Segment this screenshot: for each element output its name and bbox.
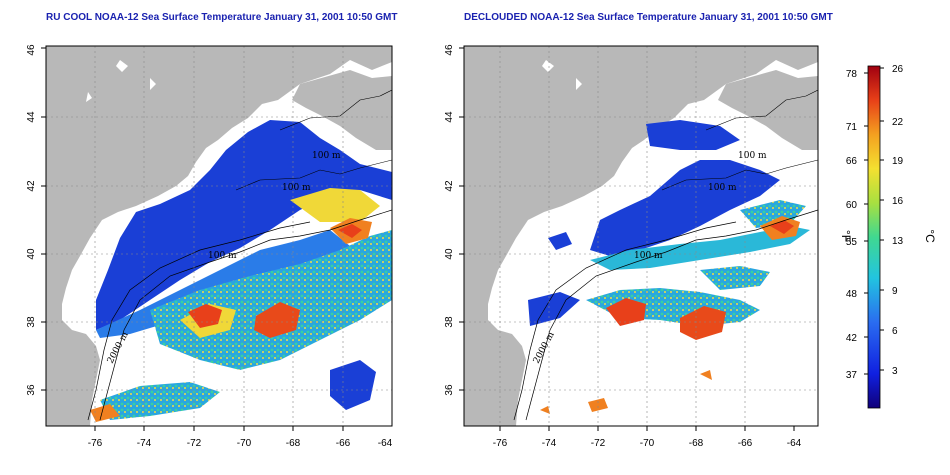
left-map-title: RU COOL NOAA-12 Sea Surface Temperature … xyxy=(46,12,398,23)
colorbar-f-tick: 42 xyxy=(846,333,858,344)
left-y-axis: 36 38 40 42 44 46 xyxy=(26,44,37,396)
colorbar-f-tick: 48 xyxy=(846,289,858,300)
colorbar-c-tick: 9 xyxy=(892,286,898,297)
colorbar-c-tick: 3 xyxy=(892,366,898,377)
right-y-tick: 44 xyxy=(444,111,455,123)
left-land-mass xyxy=(46,46,392,426)
right-x-axis: -76 -74 -72 -70 -68 -66 -64 xyxy=(459,47,802,449)
right-x-tick: -76 xyxy=(493,438,508,449)
left-map-frame xyxy=(45,45,393,427)
colorbar-f-tick: 71 xyxy=(846,122,858,133)
left-warm-eddy-2 xyxy=(254,302,300,338)
celsius-unit-label: °C xyxy=(923,229,937,243)
left-contour-label-1: 100 m xyxy=(312,151,341,161)
right-y-tick: 40 xyxy=(444,248,455,260)
left-x-tick: -72 xyxy=(187,438,202,449)
left-y-tick: 40 xyxy=(26,248,37,260)
colorbar-f-tick: 55 xyxy=(846,237,858,248)
left-x-tick: -70 xyxy=(237,438,252,449)
right-x-tick: -70 xyxy=(640,438,655,449)
temperature-colorbar: 78 71 66 60 55 48 42 37 26 22 19 16 13 9… xyxy=(839,64,937,409)
colorbar-c-tick: 19 xyxy=(892,156,904,167)
left-cold-water xyxy=(96,120,392,330)
colorbar-f-tick: 60 xyxy=(846,200,858,211)
left-y-tick: 44 xyxy=(26,111,37,123)
left-y-tick: 38 xyxy=(26,316,37,328)
colorbar-f-tick: 37 xyxy=(846,370,858,381)
right-warm-eddy-2 xyxy=(680,306,726,340)
left-map-panel xyxy=(46,46,392,426)
colorbar-f-tick: 78 xyxy=(846,69,858,80)
right-y-tick: 38 xyxy=(444,316,455,328)
right-x-tick: -66 xyxy=(738,438,753,449)
colorbar-c-tick: 22 xyxy=(892,117,904,128)
right-x-tick: -64 xyxy=(787,438,802,449)
left-contour-label-2: 100 m xyxy=(282,183,311,193)
left-contour-label-3: 100 m xyxy=(208,251,237,261)
right-x-tick: -72 xyxy=(591,438,606,449)
colorbar-f-tick: 66 xyxy=(846,156,858,167)
right-cold-water xyxy=(590,160,780,256)
right-map-frame xyxy=(463,45,819,427)
colorbar-c-tick: 13 xyxy=(892,236,904,247)
left-x-tick: -76 xyxy=(88,438,103,449)
right-warm-eddy-1 xyxy=(606,298,646,326)
right-land-mass xyxy=(464,46,818,426)
left-y-tick: 46 xyxy=(26,44,37,56)
right-contour-label-3: 100 m xyxy=(634,251,663,261)
left-x-axis: -76 -74 -72 -70 -68 -66 -64 xyxy=(41,47,393,449)
right-x-tick: -68 xyxy=(689,438,704,449)
left-x-tick: -74 xyxy=(137,438,152,449)
left-x-tick: -64 xyxy=(378,438,393,449)
right-y-axis: 36 38 40 42 44 46 xyxy=(444,44,455,396)
colorbar-c-tick: 26 xyxy=(892,64,904,75)
left-y-tick: 42 xyxy=(26,180,37,192)
left-x-tick: -68 xyxy=(286,438,301,449)
left-y-tick: 36 xyxy=(26,384,37,396)
left-x-tick: -66 xyxy=(336,438,351,449)
right-y-tick: 46 xyxy=(444,44,455,56)
right-map-title: DECLOUDED NOAA-12 Sea Surface Temperatur… xyxy=(464,12,833,23)
right-map-panel xyxy=(464,46,818,426)
colorbar-c-tick: 6 xyxy=(892,326,898,337)
right-y-tick: 42 xyxy=(444,180,455,192)
right-y-tick: 36 xyxy=(444,384,455,396)
right-contour-label-2: 100 m xyxy=(708,183,737,193)
fahrenheit-unit-label: °F xyxy=(839,230,853,242)
right-x-tick: -74 xyxy=(542,438,557,449)
right-contour-label-1: 100 m xyxy=(738,151,767,161)
colorbar-c-tick: 16 xyxy=(892,196,904,207)
